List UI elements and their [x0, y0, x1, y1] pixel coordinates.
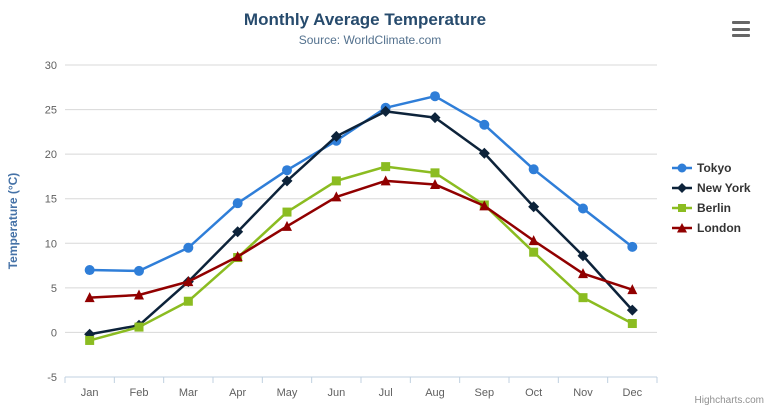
point-new-york-jun[interactable] [330, 130, 342, 142]
x-tick-label: Jun [327, 387, 345, 399]
legend-item-tokyo[interactable]: Tokyo [672, 161, 751, 175]
point-london-sep[interactable] [479, 200, 490, 211]
series-line-berlin [88, 165, 634, 342]
point-london-dec[interactable] [627, 284, 638, 295]
point-london-jun[interactable] [331, 191, 342, 202]
series-line-new-york [88, 110, 634, 336]
point-tokyo-nov[interactable] [578, 203, 588, 214]
x-tick-label: Sep [475, 387, 495, 399]
point-berlin-jul[interactable] [381, 162, 391, 172]
legend-label: London [697, 221, 741, 235]
point-berlin-aug[interactable] [430, 168, 440, 178]
point-berlin-oct[interactable] [529, 247, 539, 257]
x-tick-label: Oct [525, 387, 542, 399]
hamburger-bar [732, 34, 750, 37]
point-berlin-jun[interactable] [331, 176, 341, 186]
point-london-feb[interactable] [134, 289, 144, 300]
point-tokyo-feb[interactable] [134, 265, 144, 276]
point-london-aug[interactable] [430, 178, 440, 189]
legend-label: Berlin [697, 201, 732, 215]
y-tick-label: 5 [51, 283, 57, 295]
y-tick-label: 10 [45, 238, 57, 250]
legend-marker-diamond-icon [672, 183, 692, 193]
point-berlin-nov[interactable] [578, 293, 588, 303]
point-tokyo-may[interactable] [282, 165, 292, 176]
chart-title: Monthly Average Temperature [243, 10, 487, 29]
point-london-jul[interactable] [380, 175, 391, 186]
y-tick-label: 15 [45, 194, 57, 206]
point-berlin-feb[interactable] [134, 322, 144, 332]
legend-label: New York [697, 181, 751, 195]
y-tick-label: -5 [47, 372, 57, 384]
chart-subtitle: Source: WorldClimate.com [298, 33, 442, 47]
x-tick-label: Mar [179, 387, 198, 399]
point-tokyo-oct[interactable] [528, 164, 539, 175]
legend: Tokyo New York Berlin London [672, 161, 751, 235]
x-tick-label: Nov [573, 387, 593, 399]
point-tokyo-dec[interactable] [627, 241, 638, 252]
point-tokyo-apr[interactable] [232, 198, 243, 209]
point-tokyo-jan[interactable] [84, 265, 95, 276]
point-new-york-dec[interactable] [626, 304, 638, 316]
x-tick-label: Apr [229, 387, 246, 399]
point-tokyo-aug[interactable] [430, 91, 440, 102]
x-tick-label: May [277, 387, 298, 399]
x-tick-label: Jul [379, 387, 393, 399]
x-tick-label: Dec [623, 387, 643, 399]
hamburger-bar [732, 27, 750, 31]
point-new-york-aug[interactable] [429, 112, 441, 124]
legend-marker-circle-icon [672, 163, 692, 173]
point-london-mar[interactable] [183, 276, 194, 287]
point-london-apr[interactable] [232, 251, 243, 262]
point-berlin-dec[interactable] [627, 319, 637, 329]
point-new-york-oct[interactable] [528, 201, 540, 213]
legend-item-london[interactable]: London [672, 221, 751, 235]
point-new-york-may[interactable] [281, 175, 293, 187]
hamburger-icon[interactable] [732, 21, 750, 37]
point-tokyo-sep[interactable] [479, 119, 490, 130]
x-tick-label: Aug [425, 387, 445, 399]
point-berlin-jan[interactable] [85, 335, 95, 345]
credit-link[interactable]: Highcharts.com [694, 395, 764, 406]
y-tick-label: 20 [45, 149, 57, 161]
point-new-york-apr[interactable] [232, 226, 244, 238]
point-london-oct[interactable] [528, 235, 539, 246]
legend-item-berlin[interactable]: Berlin [672, 201, 751, 215]
y-tick-label: 0 [51, 327, 57, 339]
point-new-york-sep[interactable] [478, 147, 490, 159]
point-new-york-jul[interactable] [380, 105, 392, 117]
hamburger-bar [732, 21, 750, 24]
point-new-york-nov[interactable] [577, 250, 589, 262]
series-line-tokyo [88, 94, 634, 273]
point-london-nov[interactable] [578, 268, 588, 279]
x-tick-label: Jan [81, 387, 99, 399]
point-berlin-mar[interactable] [183, 296, 193, 306]
point-tokyo-mar[interactable] [183, 242, 194, 253]
x-tick-label: Feb [130, 387, 149, 399]
point-berlin-may[interactable] [282, 207, 292, 217]
point-london-may[interactable] [282, 220, 292, 231]
legend-marker-triangle-icon [672, 223, 692, 233]
series-line-london [88, 179, 634, 299]
legend-label: Tokyo [697, 161, 732, 175]
y-tick-label: 30 [45, 60, 57, 72]
point-london-jan[interactable] [84, 292, 95, 303]
legend-item-new-york[interactable]: New York [672, 181, 751, 195]
y-tick-label: 25 [45, 105, 57, 117]
legend-marker-square-icon [672, 204, 692, 212]
